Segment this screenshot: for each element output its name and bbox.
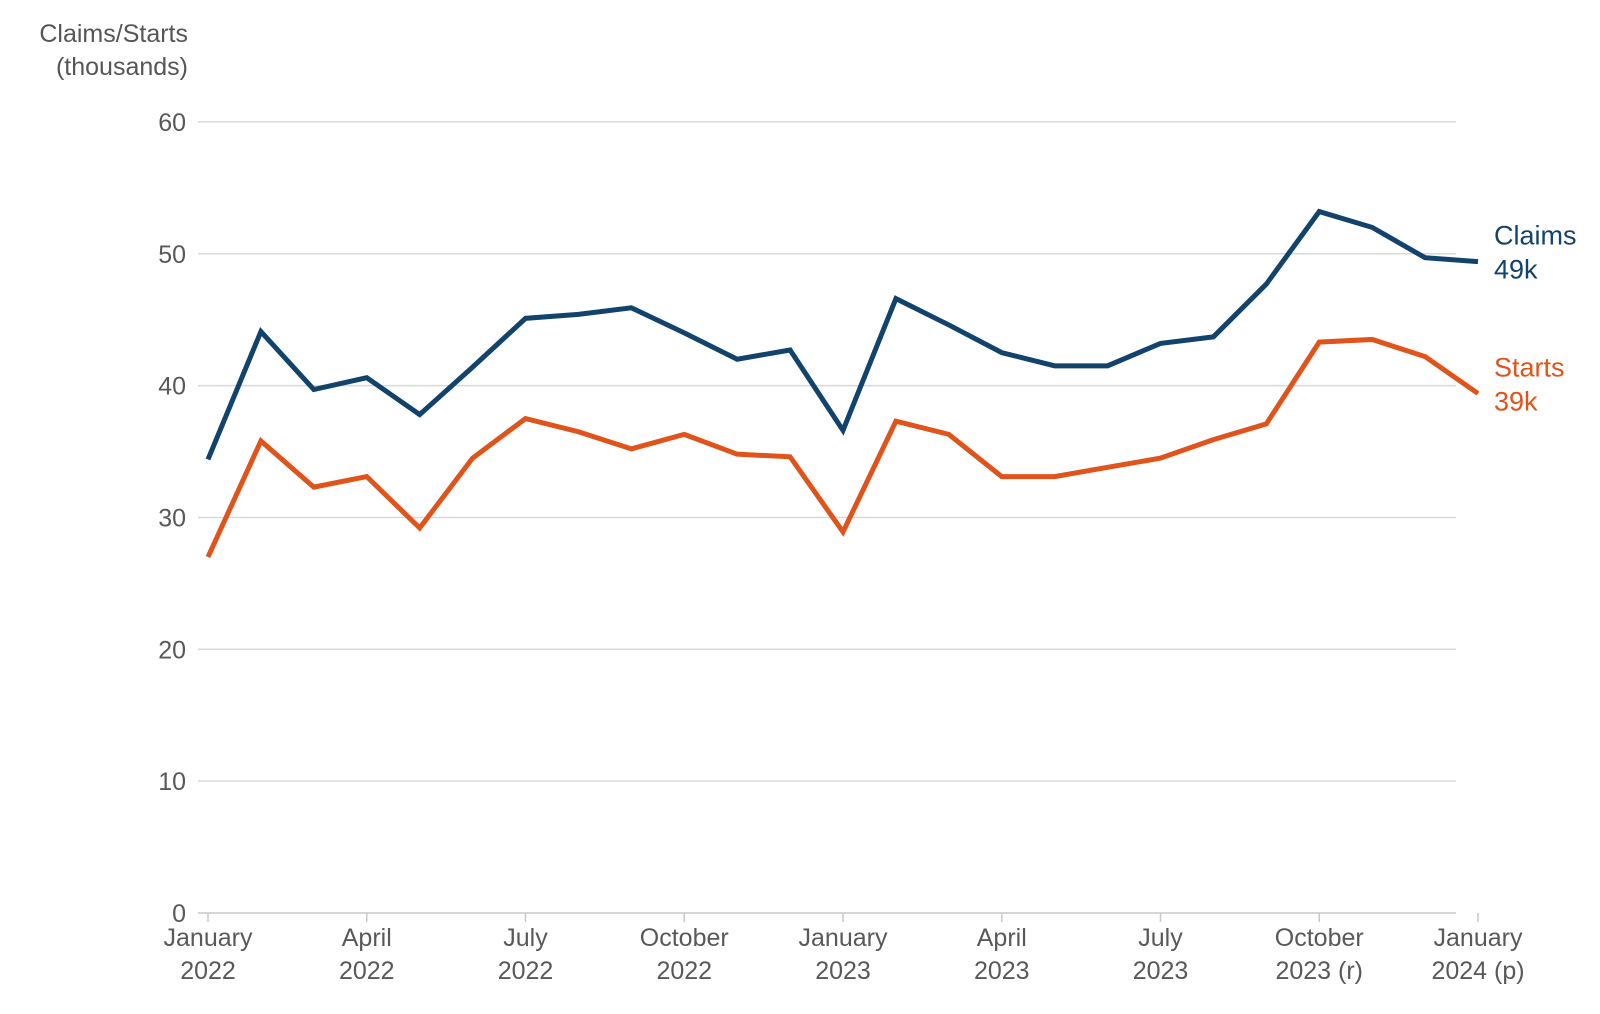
- y-axis-title: Claims/Starts (thousands): [0, 18, 188, 83]
- x-tick-label-line1: January: [799, 924, 888, 952]
- x-tick-label-line1: April: [342, 924, 392, 952]
- starts-series-value-label: 39k: [1494, 387, 1538, 417]
- y-tick-label-60: 60: [158, 109, 186, 137]
- x-tick-label-line2: 2022: [656, 957, 712, 985]
- x-tick-label-line2: 2023 (r): [1275, 957, 1363, 985]
- x-tick-label-line1: October: [640, 924, 729, 952]
- x-tick-label-line2: 2024 (p): [1431, 957, 1524, 985]
- y-tick-label-0: 0: [172, 900, 186, 928]
- y-tick-label-50: 50: [158, 241, 186, 269]
- x-tick-label-line1: January: [1434, 924, 1523, 952]
- x-tick-label-line1: April: [977, 924, 1027, 952]
- claims-series-label: Claims: [1494, 221, 1577, 251]
- y-axis-title-line1: Claims/Starts: [39, 20, 188, 48]
- x-tick-label-line2: 2023: [815, 957, 871, 985]
- x-tick-label-line2: 2022: [339, 957, 395, 985]
- claims-series-value-label: 49k: [1494, 255, 1538, 285]
- x-tick-label-line1: July: [503, 924, 548, 952]
- x-tick-label-line2: 2022: [498, 957, 554, 985]
- y-tick-label-40: 40: [158, 373, 186, 401]
- x-tick-label-line1: October: [1275, 924, 1364, 952]
- y-tick-label-10: 10: [158, 768, 186, 796]
- x-tick-label-line2: 2023: [974, 957, 1030, 985]
- x-tick-label-line1: January: [164, 924, 253, 952]
- x-tick-label-line1: July: [1138, 924, 1183, 952]
- starts-line: [205, 336, 1480, 559]
- x-tick-label-line2: 2022: [180, 957, 236, 985]
- claims-line: [205, 208, 1479, 461]
- y-tick-label-30: 30: [158, 504, 186, 532]
- x-tick-label-line2: 2023: [1133, 957, 1189, 985]
- starts-series-label: Starts: [1494, 353, 1565, 383]
- y-tick-label-20: 20: [158, 636, 186, 664]
- y-axis-title-line2: (thousands): [55, 52, 188, 81]
